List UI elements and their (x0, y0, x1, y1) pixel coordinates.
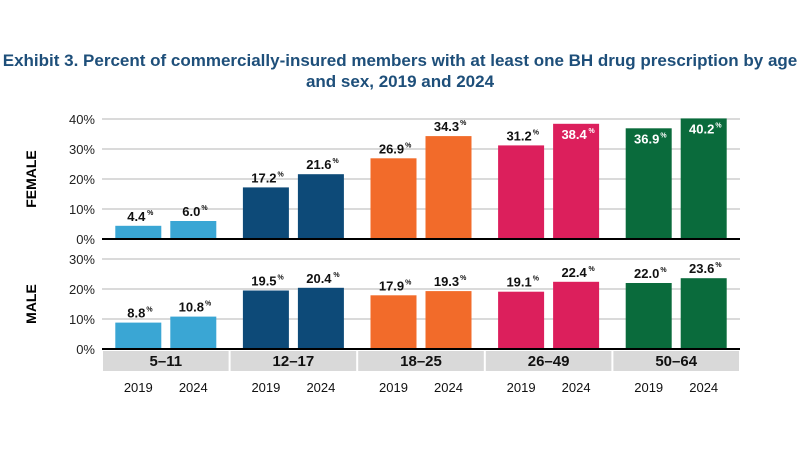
bar-female-2019 (625, 128, 672, 239)
category-label: 50–64 (655, 353, 697, 370)
bar-male-2019 (370, 295, 417, 349)
category-band (230, 351, 357, 371)
year-label: 2019 (507, 380, 536, 395)
category-label: 18–25 (400, 353, 442, 370)
bar-male-2024 (170, 316, 217, 349)
year-label: 2024 (434, 380, 463, 395)
year-label: 2019 (124, 380, 153, 395)
data-label: 19.3 (434, 274, 459, 289)
year-label: 2019 (634, 380, 663, 395)
data-label-percent-sign: % (460, 120, 467, 127)
category-label: 26–49 (528, 353, 570, 370)
data-label-percent-sign: % (533, 129, 540, 136)
category-label: 5–11 (150, 353, 183, 370)
bar-male-2019 (115, 322, 162, 349)
data-label-percent-sign: % (533, 276, 540, 283)
data-label: 22.0 (634, 266, 659, 281)
y-tick-label: 0% (76, 342, 95, 357)
data-label: 20.4 (306, 271, 332, 286)
y-tick-label: 20% (69, 172, 95, 187)
data-label: 6.0 (182, 204, 200, 219)
bar-male-2019 (498, 291, 545, 349)
bar-female-2024 (425, 136, 472, 239)
data-label-percent-sign: % (278, 171, 285, 178)
year-label: 2024 (179, 380, 208, 395)
bar-male-2019 (242, 290, 289, 349)
data-label: 40.2 (689, 121, 714, 136)
year-label: 2024 (306, 380, 335, 395)
bar-female-2024 (170, 221, 217, 239)
bar-female-2019 (242, 187, 289, 239)
y-tick-label: 30% (69, 252, 95, 267)
data-label: 31.2 (506, 128, 531, 143)
bar-male-2024 (553, 281, 600, 349)
bar-female-2024 (680, 118, 727, 239)
data-label-percent-sign: % (147, 210, 154, 217)
data-label: 38.4 (561, 127, 587, 142)
bar-male-2024 (297, 287, 344, 349)
data-label: 23.6 (689, 261, 714, 276)
data-label: 34.3 (434, 119, 459, 134)
y-tick-label: 20% (69, 282, 95, 297)
category-band (613, 351, 739, 371)
data-label-percent-sign: % (660, 132, 667, 139)
data-label: 17.2 (251, 170, 276, 185)
bar-male-2019 (625, 283, 672, 349)
data-label-percent-sign: % (146, 307, 153, 314)
category-label: 12–17 (273, 353, 315, 370)
data-label-percent-sign: % (715, 262, 722, 269)
data-label-percent-sign: % (333, 158, 340, 165)
panel-label-male: MALE (23, 284, 39, 324)
data-label-percent-sign: % (589, 128, 596, 135)
data-label: 36.9 (634, 131, 659, 146)
data-label-percent-sign: % (333, 272, 340, 279)
year-label: 2024 (562, 380, 591, 395)
bar-female-2019 (498, 145, 545, 239)
data-label: 10.8 (179, 300, 204, 315)
bar-female-2024 (297, 174, 344, 239)
data-label: 8.8 (127, 306, 145, 321)
chart-title: Exhibit 3. Percent of commercially-insur… (2, 51, 798, 91)
data-label: 22.4 (561, 265, 587, 280)
data-label-percent-sign: % (278, 275, 285, 282)
data-label: 26.9 (379, 141, 404, 156)
data-label-percent-sign: % (405, 142, 412, 149)
data-label-percent-sign: % (405, 279, 412, 286)
bar-male-2024 (680, 278, 727, 349)
category-band (358, 351, 484, 371)
data-label: 4.4 (127, 209, 146, 224)
data-label-percent-sign: % (660, 267, 667, 274)
y-tick-label: 10% (69, 312, 95, 327)
data-label-percent-sign: % (205, 301, 212, 308)
bar-male-2024 (425, 291, 472, 349)
bar-female-2019 (115, 225, 162, 239)
year-label: 2019 (379, 380, 408, 395)
y-tick-label: 30% (69, 142, 95, 157)
y-tick-label: 40% (69, 112, 95, 127)
data-label-percent-sign: % (201, 205, 208, 212)
data-label: 19.5 (251, 274, 276, 289)
y-tick-label: 10% (69, 202, 95, 217)
bar-female-2024 (553, 123, 600, 239)
data-label: 21.6 (306, 157, 331, 172)
data-label-percent-sign: % (460, 275, 467, 282)
panel-label-female: FEMALE (23, 150, 39, 208)
y-tick-label: 0% (76, 232, 95, 247)
data-label-percent-sign: % (715, 122, 722, 129)
year-label: 2019 (251, 380, 280, 395)
category-band (485, 351, 612, 371)
category-band (103, 351, 229, 371)
data-label-percent-sign: % (589, 266, 596, 273)
data-label: 19.1 (506, 275, 531, 290)
data-label: 17.9 (379, 278, 404, 293)
bar-female-2019 (370, 158, 417, 239)
year-label: 2024 (689, 380, 718, 395)
